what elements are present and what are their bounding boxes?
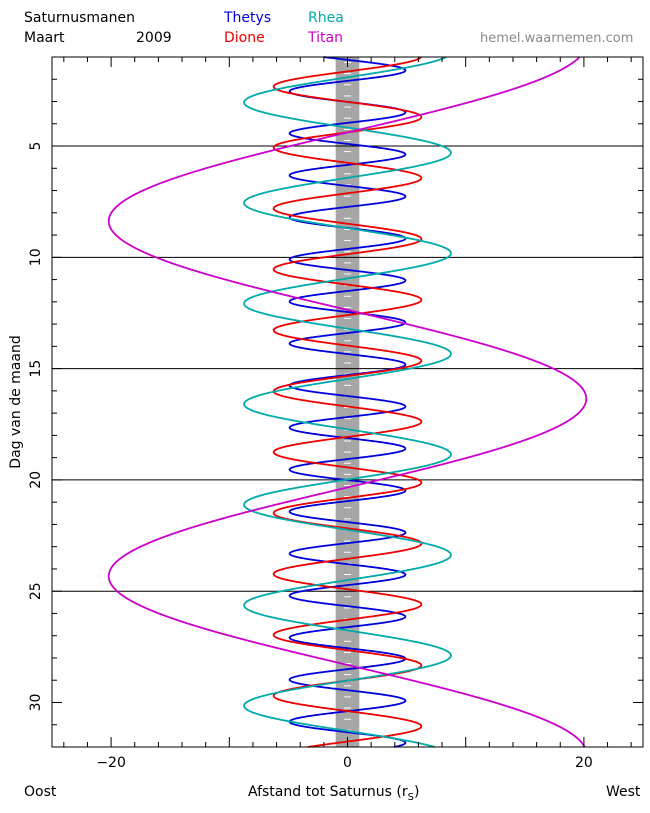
x-tick-label: 20 bbox=[575, 755, 593, 771]
x-tick-label: 0 bbox=[343, 755, 352, 771]
x-axis-label: Afstand tot Saturnus (rS) bbox=[248, 784, 419, 803]
y-tick-label: 15 bbox=[28, 360, 44, 378]
x-tick-label: −20 bbox=[96, 755, 126, 771]
y-tick-label: 20 bbox=[28, 471, 44, 489]
east-label: Oost bbox=[24, 784, 57, 800]
y-tick-label: 10 bbox=[28, 248, 44, 266]
x-axis-label-close: ) bbox=[413, 784, 420, 800]
legend-titan: Titan bbox=[308, 30, 343, 46]
chart-month: Maart bbox=[24, 30, 65, 46]
legend-dione: Dione bbox=[224, 30, 265, 46]
series-titan bbox=[107, 56, 588, 748]
west-label: West bbox=[606, 784, 641, 800]
website-credit: hemel.waarnemen.com bbox=[480, 31, 634, 46]
chart-title: Saturnusmanen bbox=[24, 10, 135, 26]
y-axis-label: Dag van de maand bbox=[8, 335, 24, 468]
x-axis-label-sub: S bbox=[407, 791, 414, 803]
legend-thetys: Thetys bbox=[224, 10, 272, 26]
series-dione bbox=[272, 56, 423, 748]
series-thetys bbox=[288, 56, 407, 748]
y-tick-label: 30 bbox=[28, 694, 44, 712]
saturn-band bbox=[335, 57, 360, 747]
series-rhea bbox=[243, 56, 452, 748]
x-axis-label-text: Afstand tot Saturnus (r bbox=[248, 784, 408, 800]
y-tick-label: 5 bbox=[28, 142, 44, 151]
chart-year: 2009 bbox=[136, 30, 172, 46]
legend-rhea: Rhea bbox=[308, 10, 344, 26]
y-tick-label: 25 bbox=[28, 582, 44, 600]
